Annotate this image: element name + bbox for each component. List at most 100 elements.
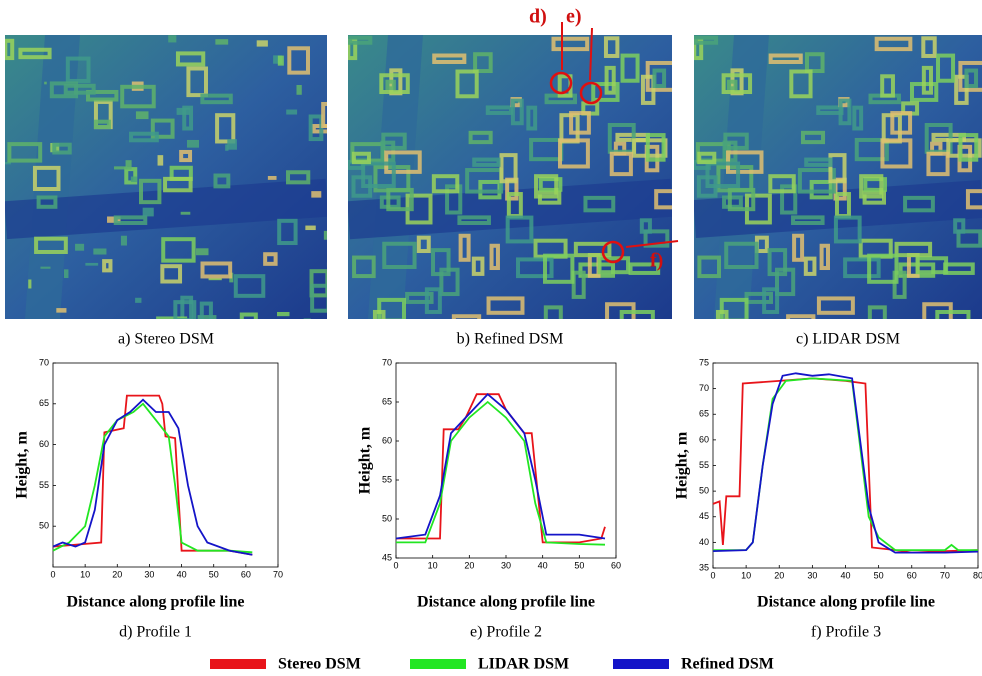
panel-caption: c) LIDAR DSM — [796, 331, 900, 348]
building — [874, 36, 913, 52]
building — [180, 211, 191, 215]
building — [792, 233, 805, 262]
annotation: f) — [650, 250, 663, 272]
building — [56, 308, 67, 313]
building — [762, 287, 780, 314]
building — [386, 187, 414, 212]
building — [604, 65, 616, 95]
building — [489, 243, 500, 271]
building — [768, 174, 796, 194]
y-tick-label: 70 — [382, 357, 392, 367]
building — [445, 184, 463, 215]
building — [867, 253, 899, 284]
panel-caption: a) Stereo DSM — [118, 331, 214, 348]
marker-circle — [601, 240, 625, 264]
plot-frame — [52, 362, 279, 568]
building — [922, 302, 953, 319]
building — [405, 291, 434, 304]
building — [605, 302, 636, 319]
building — [161, 237, 196, 263]
building — [767, 248, 788, 277]
y-tick-label: 45 — [382, 552, 392, 562]
building — [130, 176, 137, 183]
building — [965, 189, 982, 210]
building — [510, 98, 524, 126]
y-tick-label: 60 — [382, 435, 392, 445]
building — [828, 153, 847, 184]
building — [534, 174, 559, 199]
building — [543, 305, 563, 319]
building — [352, 255, 376, 279]
dsm-image — [348, 35, 672, 319]
building — [936, 53, 956, 83]
building — [505, 215, 534, 244]
building — [499, 153, 518, 184]
building — [451, 314, 482, 319]
building — [854, 137, 889, 162]
river — [25, 35, 80, 319]
building — [424, 287, 442, 314]
building — [609, 151, 633, 177]
building — [838, 98, 852, 126]
x-tick-label: 60 — [611, 560, 621, 570]
line-chart: 0 10 20 30 40 50 60 70 50 55 60 65 70 Height, m Distan… — [14, 357, 283, 640]
x-tick-label: 70 — [940, 570, 950, 580]
building — [52, 142, 72, 155]
y-axis-label: Height, m — [357, 426, 374, 494]
building — [859, 174, 884, 199]
building — [113, 215, 148, 225]
building — [256, 40, 268, 47]
x-tick-label: 30 — [501, 560, 511, 570]
building — [156, 316, 188, 319]
building — [7, 142, 43, 163]
building — [800, 130, 826, 145]
building — [86, 89, 119, 102]
building — [697, 255, 722, 279]
x-tick-label: 10 — [741, 570, 751, 580]
building — [473, 52, 493, 74]
building — [32, 165, 61, 192]
y-axis-label: Height, m — [674, 431, 691, 499]
x-tick-label: 10 — [428, 560, 438, 570]
building — [694, 35, 719, 45]
building — [804, 52, 825, 74]
y-tick-label: 45 — [699, 511, 709, 521]
x-tick-label: 40 — [840, 570, 850, 580]
building — [583, 195, 616, 213]
building — [431, 248, 451, 277]
building — [239, 312, 258, 319]
building — [277, 218, 298, 246]
building — [416, 235, 431, 254]
building — [791, 215, 825, 225]
building — [833, 215, 862, 244]
building — [34, 236, 68, 254]
building — [186, 66, 208, 98]
y-tick-label: 70 — [699, 383, 709, 393]
x-tick-label: 20 — [112, 569, 122, 579]
building — [721, 73, 753, 95]
building — [309, 269, 327, 298]
legend-label: Refined DSM — [681, 656, 774, 673]
y-tick-label: 55 — [39, 480, 49, 490]
building — [49, 81, 79, 99]
building — [311, 191, 322, 198]
building — [277, 311, 290, 317]
x-tick-label: 80 — [973, 570, 982, 580]
building — [150, 118, 175, 139]
x-tick-label: 20 — [774, 570, 784, 580]
building — [863, 177, 887, 192]
building — [890, 111, 913, 135]
building — [326, 262, 327, 267]
building — [804, 157, 833, 167]
y-tick-label: 50 — [382, 513, 392, 523]
building — [351, 151, 371, 165]
y-tick-label: 50 — [699, 486, 709, 496]
building — [361, 161, 396, 189]
y-tick-label: 40 — [699, 537, 709, 547]
building — [303, 318, 311, 319]
building — [915, 256, 949, 275]
line-chart: 0 10 20 30 40 50 60 70 80 35 40 45 50 55 60 65 70 75 Heigh… — [674, 357, 982, 640]
arrow — [625, 240, 679, 248]
dsm-image — [694, 35, 982, 319]
x-tick-label: 0 — [710, 570, 715, 580]
